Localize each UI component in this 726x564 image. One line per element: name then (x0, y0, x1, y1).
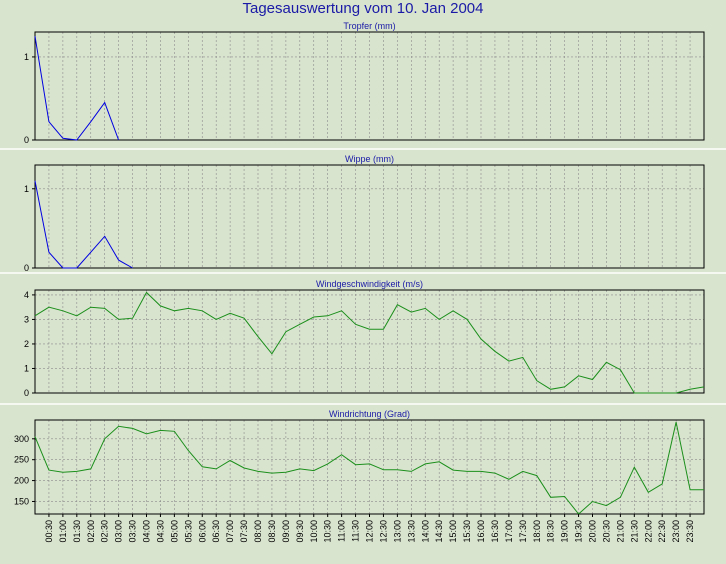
x-tick-label: 10:00 (309, 520, 319, 543)
y-tick-label: 1 (24, 184, 29, 194)
series-line (34, 180, 133, 269)
x-tick-label: 02:00 (86, 520, 96, 543)
x-tick-label: 16:00 (476, 520, 486, 543)
x-tick-label: 10:30 (323, 520, 333, 543)
x-tick-label: 07:30 (239, 520, 249, 543)
y-tick-label: 300 (14, 434, 29, 444)
x-tick-label: 08:30 (267, 520, 277, 543)
x-tick-label: 11:30 (351, 520, 361, 542)
x-tick-label: 15:00 (448, 520, 458, 543)
panel-title: Wippe (mm) (345, 154, 394, 164)
panel-title: Tropfer (mm) (343, 21, 395, 31)
x-tick-label: 01:30 (72, 520, 82, 543)
y-tick-label: 3 (24, 314, 29, 324)
plot-frame (34, 31, 705, 141)
x-tick-label: 00:30 (44, 520, 54, 543)
series-line (34, 291, 705, 394)
x-tick-label: 21:00 (615, 520, 625, 543)
x-tick-label: 03:00 (114, 520, 124, 543)
x-tick-label: 04:30 (155, 520, 165, 543)
y-tick-label: 0 (24, 263, 29, 273)
y-tick-label: 150 (14, 496, 29, 506)
y-tick-label: 200 (14, 476, 29, 486)
page-title: Tagesauswertung vom 10. Jan 2004 (242, 0, 484, 17)
series-line (34, 421, 704, 515)
x-tick-label: 05:30 (183, 520, 193, 543)
x-tick-label: 04:00 (142, 520, 152, 543)
x-tick-label: 02:30 (100, 520, 110, 543)
x-tick-label: 12:00 (365, 520, 375, 543)
panel-title: Windrichtung (Grad) (329, 409, 410, 419)
y-tick-label: 0 (24, 135, 29, 145)
x-tick-label: 23:30 (685, 520, 695, 543)
plot-frame (34, 164, 705, 269)
x-tick-label: 22:00 (643, 520, 653, 543)
series-line (34, 36, 120, 141)
x-tick-label: 11:00 (337, 520, 347, 542)
x-tick-label: 03:30 (128, 520, 138, 543)
x-tick-label: 23:00 (671, 520, 681, 543)
x-tick-label: 13:30 (406, 520, 416, 543)
x-tick-label: 17:00 (504, 520, 514, 543)
y-tick-label: 250 (14, 455, 29, 465)
x-tick-label: 06:30 (211, 520, 221, 543)
x-tick-label: 17:30 (518, 520, 528, 543)
x-tick-label: 18:30 (546, 520, 556, 543)
y-tick-label: 0 (24, 388, 29, 398)
x-tick-label: 14:30 (434, 520, 444, 543)
x-tick-label: 22:30 (657, 520, 667, 543)
x-tick-label: 13:00 (392, 520, 402, 543)
x-tick-label: 06:00 (197, 520, 207, 543)
x-tick-label: 05:00 (169, 520, 179, 543)
x-tick-label: 01:00 (58, 520, 68, 543)
y-tick-label: 1 (24, 52, 29, 62)
plot-frame (34, 419, 705, 515)
x-tick-label: 19:30 (574, 520, 584, 543)
x-tick-label: 07:00 (225, 520, 235, 543)
x-tick-label: 21:30 (629, 520, 639, 543)
panel-title: Windgeschwindigkeit (m/s) (316, 279, 423, 289)
x-tick-label: 09:30 (295, 520, 305, 543)
plot-frame (34, 289, 705, 394)
y-tick-label: 2 (24, 339, 29, 349)
x-tick-label: 20:00 (588, 520, 598, 543)
x-tick-label: 08:00 (253, 520, 263, 543)
x-tick-label: 16:30 (490, 520, 500, 543)
x-tick-label: 18:00 (532, 520, 542, 543)
x-tick-label: 19:00 (560, 520, 570, 543)
x-tick-label: 12:30 (378, 520, 388, 543)
x-tick-label: 20:30 (601, 520, 611, 543)
y-tick-label: 4 (24, 290, 29, 300)
x-tick-label: 15:30 (462, 520, 472, 543)
x-tick-label: 14:00 (420, 520, 430, 543)
y-tick-label: 1 (24, 363, 29, 373)
x-tick-label: 09:00 (281, 520, 291, 543)
